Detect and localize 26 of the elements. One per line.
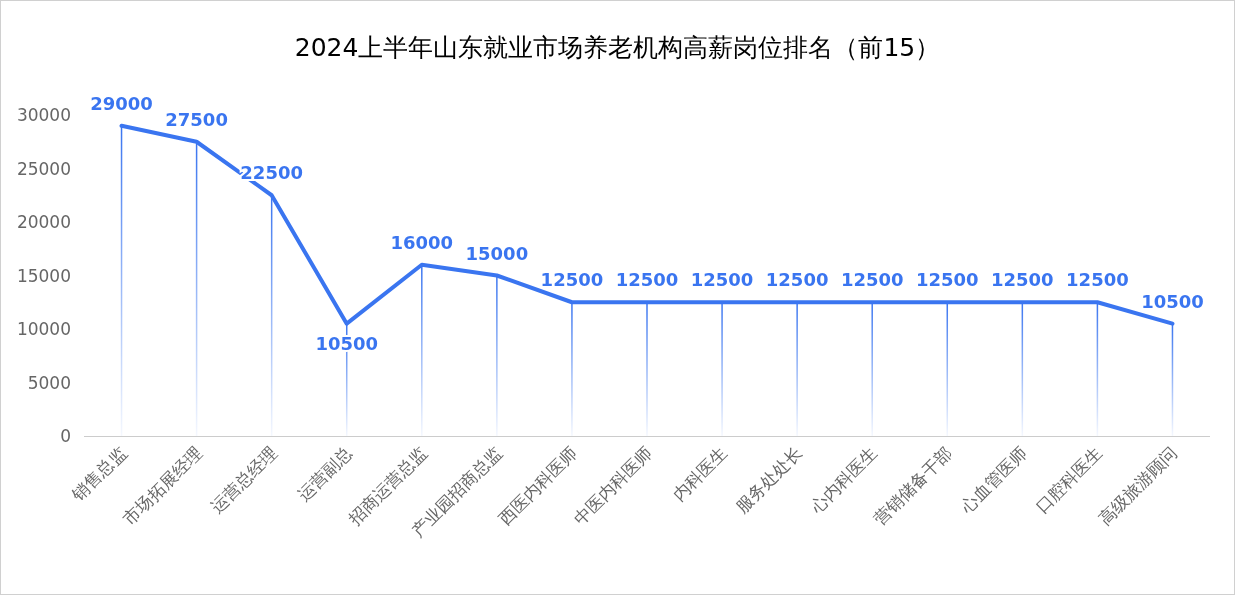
- x-tick-label: 心血管医师: [956, 442, 1032, 518]
- data-label: 12500: [765, 269, 829, 291]
- y-tick-label: 10000: [16, 319, 71, 339]
- y-tick-label: 20000: [16, 212, 71, 232]
- data-label: 12500: [540, 269, 604, 291]
- data-label: 29000: [90, 92, 153, 114]
- y-tick-label: 5000: [27, 372, 71, 393]
- data-label: 12500: [840, 269, 904, 291]
- data-label: 15000: [465, 242, 529, 264]
- y-tick-label: 25000: [16, 158, 71, 179]
- data-label: 16000: [390, 231, 454, 253]
- y-tick-label: 15000: [16, 265, 71, 286]
- x-tick-label: 运营总经理: [206, 442, 281, 517]
- data-label: 12500: [915, 269, 979, 291]
- data-label: 12500: [991, 269, 1054, 291]
- x-tick-label: 内科医生: [668, 442, 731, 505]
- data-label: 10500: [1141, 290, 1204, 312]
- data-label: 27500: [165, 108, 228, 130]
- chart-title: 2024上半年山东就业市场养老机构高薪岗位排名（前15）: [294, 33, 941, 62]
- data-label: 22500: [240, 162, 303, 184]
- data-label: 12500: [615, 269, 679, 291]
- y-tick-label: 30000: [16, 105, 71, 125]
- x-tick-label: 服务处处长: [731, 442, 806, 517]
- data-label: 12500: [690, 269, 754, 291]
- data-label: 12500: [1066, 269, 1129, 291]
- x-tick-label: 运营副总: [293, 442, 356, 505]
